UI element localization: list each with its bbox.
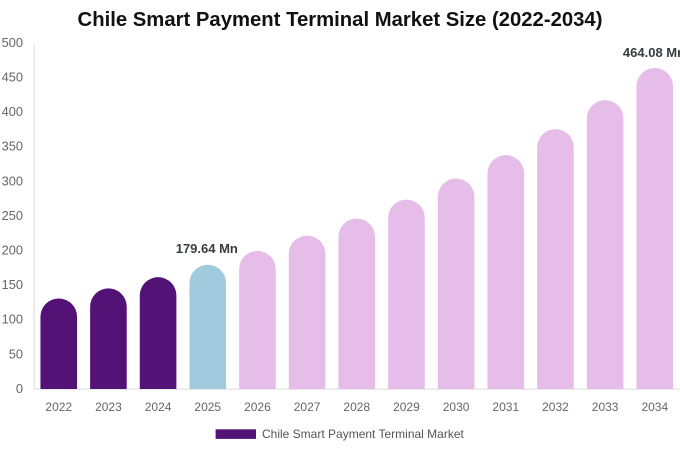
svg-text:2026: 2026 (244, 400, 271, 414)
svg-text:400: 400 (2, 104, 23, 119)
svg-text:179.64 Mn: 179.64 Mn (176, 241, 238, 256)
svg-text:2032: 2032 (542, 400, 569, 414)
svg-text:0: 0 (16, 381, 23, 396)
svg-text:300: 300 (2, 173, 23, 188)
svg-text:2034: 2034 (641, 400, 668, 414)
svg-text:2030: 2030 (443, 400, 470, 414)
svg-text:2024: 2024 (145, 400, 172, 414)
svg-text:2031: 2031 (492, 400, 519, 414)
svg-text:2029: 2029 (393, 400, 420, 414)
svg-text:464.08 Mn: 464.08 Mn (623, 45, 680, 60)
svg-text:50: 50 (9, 346, 23, 361)
svg-text:2025: 2025 (194, 400, 221, 414)
svg-text:450: 450 (2, 70, 23, 85)
svg-text:2027: 2027 (294, 400, 321, 414)
svg-text:2023: 2023 (95, 400, 122, 414)
svg-text:2033: 2033 (592, 400, 619, 414)
svg-text:150: 150 (2, 277, 23, 292)
svg-text:100: 100 (2, 312, 23, 327)
svg-text:2028: 2028 (343, 400, 370, 414)
svg-text:Chile Smart Payment Terminal M: Chile Smart Payment Terminal Market Size… (78, 9, 603, 31)
svg-text:500: 500 (2, 35, 23, 50)
svg-text:250: 250 (2, 208, 23, 223)
svg-text:2022: 2022 (45, 400, 72, 414)
svg-text:200: 200 (2, 243, 23, 258)
svg-text:Chile Smart Payment Terminal M: Chile Smart Payment Terminal Market (262, 427, 465, 441)
svg-text:350: 350 (2, 139, 23, 154)
